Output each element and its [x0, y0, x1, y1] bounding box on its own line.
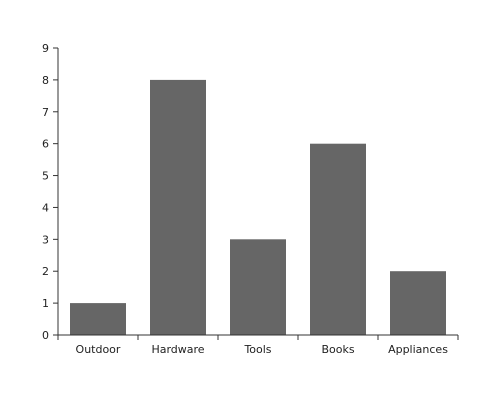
- bar-appliances: [390, 271, 446, 335]
- y-tick-label-5: 5: [42, 170, 49, 183]
- y-tick-label-2: 2: [42, 265, 49, 278]
- y-tick-label-0: 0: [42, 329, 49, 342]
- y-tick-label-3: 3: [42, 233, 49, 246]
- x-tick-label-appliances: Appliances: [388, 343, 448, 356]
- y-tick-label-8: 8: [42, 74, 49, 87]
- bar-tools: [230, 239, 286, 335]
- plot-area: 0 1 2 3 4 5 6 7 8 9 Outdoor Hardware Tools Books Appli…: [42, 42, 459, 356]
- bar-hardware: [150, 79, 206, 336]
- x-tick-label-hardware: Hardware: [151, 343, 204, 356]
- x-tick-label-outdoor: Outdoor: [76, 343, 121, 356]
- y-tick-label-6: 6: [42, 138, 49, 151]
- y-tick-label-4: 4: [42, 201, 49, 214]
- bar-outdoor: [70, 303, 126, 335]
- x-tick-label-books: Books: [321, 343, 354, 356]
- y-tick-label-7: 7: [42, 106, 49, 119]
- bar-books: [310, 143, 366, 335]
- y-tick-label-1: 1: [42, 297, 49, 310]
- y-tick-label-9: 9: [42, 42, 49, 55]
- x-tick-label-tools: Tools: [243, 343, 271, 356]
